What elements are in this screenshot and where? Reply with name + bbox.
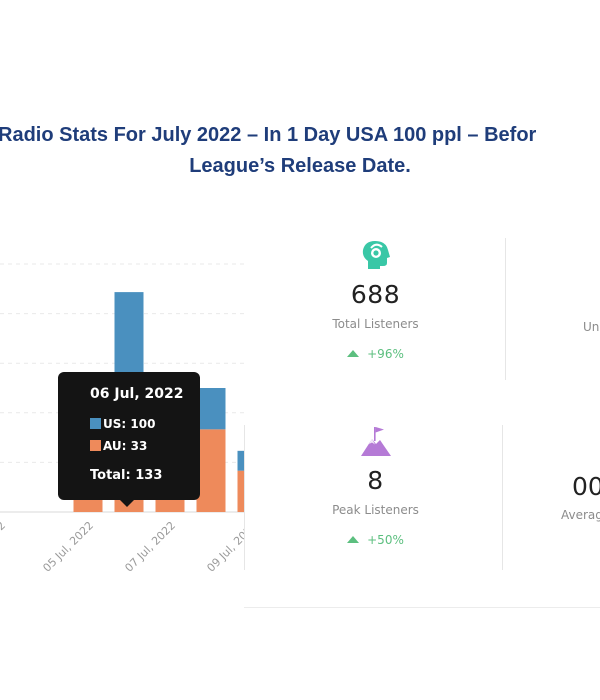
- total-listeners-value: 688: [350, 280, 401, 309]
- tooltip-au-value: AU: 33: [103, 439, 148, 453]
- peak-listeners-label: Peak Listeners: [332, 503, 419, 517]
- mountain-flag-icon: [360, 427, 391, 456]
- bar-au: [237, 470, 245, 512]
- tooltip-us-row: US: 100: [90, 417, 155, 431]
- peak-listeners-change-value: +50%: [367, 533, 404, 547]
- bar-us: [196, 388, 226, 430]
- x-tick-label: 07 Jul, 2022: [122, 519, 178, 575]
- divider-left: [244, 425, 245, 570]
- page-title-line-1: Radio Stats For July 2022 – In 1 Day USA…: [0, 124, 537, 146]
- tooltip-date: 06 Jul, 2022: [90, 386, 184, 402]
- x-tick-label-partial: 2: [0, 519, 8, 533]
- average-label-partial: Averag: [561, 508, 600, 522]
- tooltip-au-row: AU: 33: [90, 439, 147, 453]
- total-listeners-label: Total Listeners: [332, 317, 419, 331]
- au-swatch: [90, 440, 101, 451]
- headset-head-icon: [362, 241, 390, 269]
- peak-listeners-value: 8: [367, 466, 384, 495]
- stat-peak-listeners: 8 Peak Listeners +50%: [248, 424, 503, 547]
- tooltip-total: Total: 133: [90, 468, 163, 483]
- trend-up-icon: [347, 350, 360, 357]
- peak-listeners-change: +50%: [248, 533, 503, 547]
- page-title-line-2: League’s Release Date.: [189, 155, 411, 177]
- total-listeners-change-value: +96%: [367, 347, 404, 361]
- divider-top-right: [505, 238, 506, 380]
- chart-tooltip: 06 Jul, 2022 US: 100 AU: 33 Total: 133: [58, 372, 200, 507]
- total-listeners-change: +96%: [248, 347, 503, 361]
- unique-listeners-label-partial: Un: [583, 320, 600, 334]
- trend-up-icon: [347, 536, 360, 543]
- x-tick-label: 09 Jul, 2022: [204, 519, 245, 575]
- us-swatch: [90, 418, 101, 429]
- divider-bottom: [244, 607, 600, 608]
- bar-au: [196, 429, 226, 512]
- stat-total-listeners: 688 Total Listeners +96%: [248, 238, 503, 361]
- tooltip-us-value: US: 100: [103, 417, 156, 431]
- divider-bottom-right: [502, 425, 503, 570]
- x-tick-label: 05 Jul, 2022: [40, 519, 96, 575]
- bar-us: [237, 450, 245, 471]
- average-value-partial: 00: [572, 472, 600, 501]
